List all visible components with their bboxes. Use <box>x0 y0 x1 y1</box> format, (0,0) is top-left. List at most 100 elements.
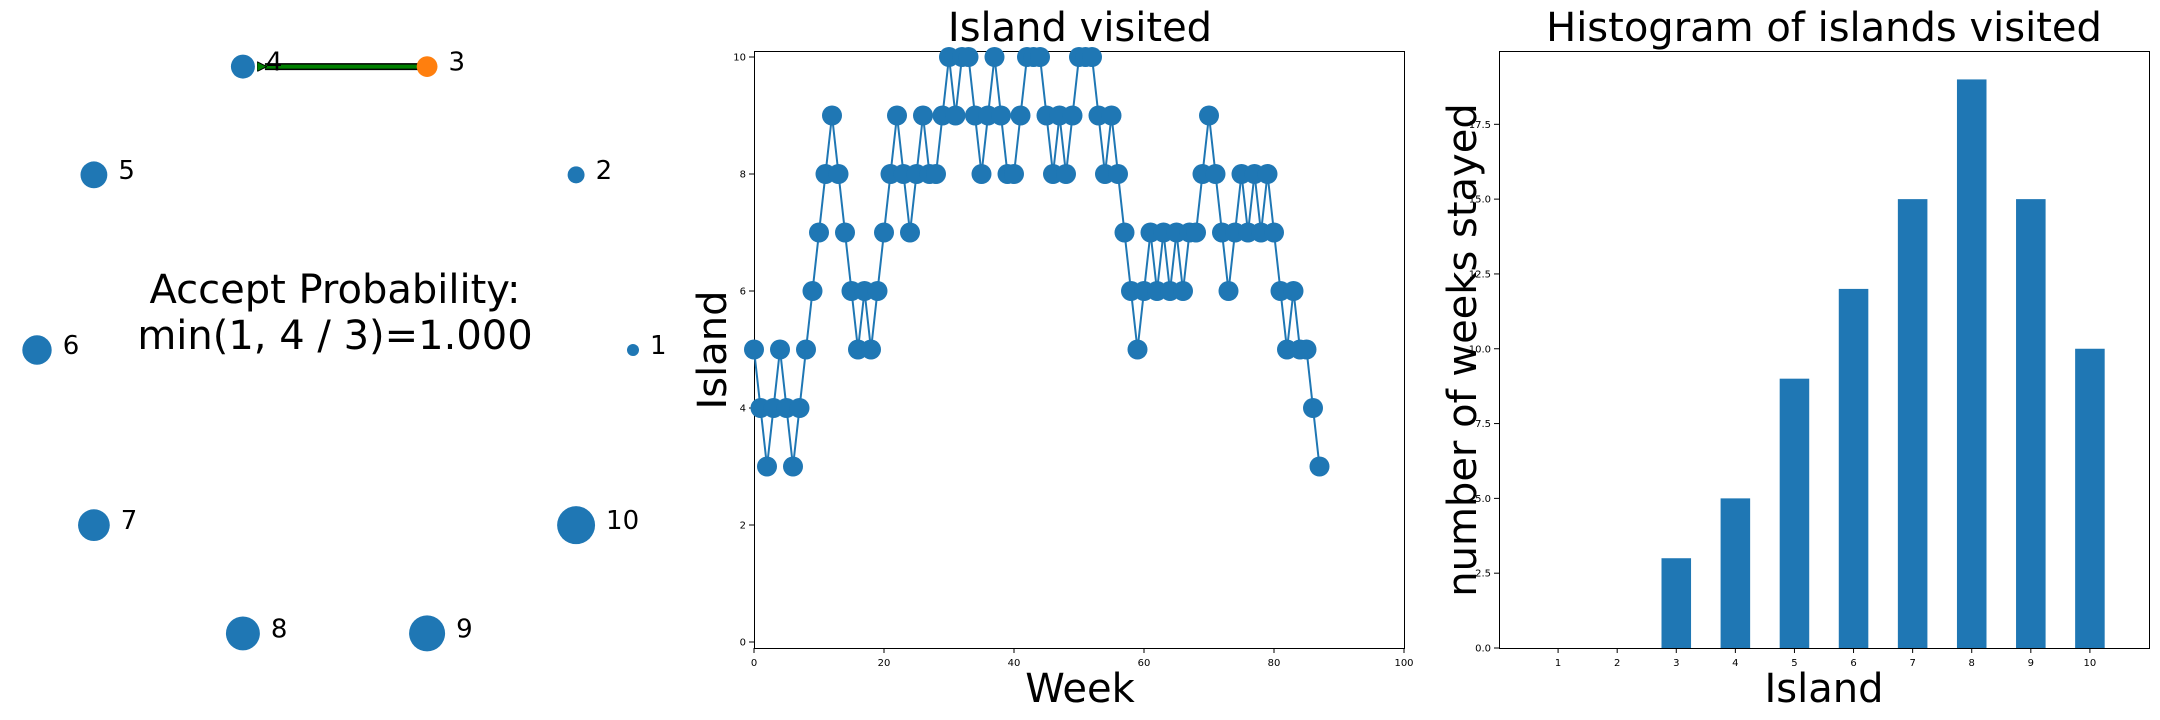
line-y-tick-label: 2 <box>740 521 746 532</box>
histogram-x-tick-label: 4 <box>1732 658 1738 669</box>
island-node-label-10: 10 <box>606 506 639 536</box>
line-point-week-18 <box>861 339 881 360</box>
line-y-tick-label: 10 <box>733 53 746 64</box>
line-point-week-22 <box>887 105 907 126</box>
line-point-week-59 <box>1127 339 1148 360</box>
island-node-label-4: 4 <box>266 48 283 78</box>
island-node-label-3: 3 <box>448 48 465 78</box>
island-node-2 <box>567 166 585 184</box>
island-node-10 <box>557 506 596 545</box>
histogram-bars <box>1661 79 2105 649</box>
histogram-x-tick-label: 3 <box>1673 658 1679 669</box>
line-point-week-86 <box>1303 398 1323 418</box>
island-node-label-9: 9 <box>456 614 473 644</box>
line-point-week-7 <box>789 398 810 418</box>
histogram-y-tick-label: 12.5 <box>1469 269 1491 280</box>
line-point-week-20 <box>874 222 894 243</box>
line-point-week-56 <box>1108 164 1128 184</box>
line-point-week-41 <box>1010 105 1031 126</box>
island-node-1 <box>627 344 639 356</box>
island-network-panel: 1 2 3 4 5 6 7 8 9 10 Accept Probability: min(1, 4… <box>22 48 667 652</box>
line-point-week-79 <box>1257 164 1278 184</box>
histogram-y-ticks: 0.0 2.5 5.0 7.5 10.0 12.5 15.0 17.5 <box>1469 120 1499 655</box>
line-point-week-4 <box>770 339 790 360</box>
line-x-tick-label: 40 <box>1008 658 1021 669</box>
histogram-x-tick-label: 1 <box>1555 658 1561 669</box>
line-point-week-26 <box>913 105 933 126</box>
line-point-week-13 <box>828 164 849 184</box>
histogram-y-tick-label: 7.5 <box>1475 419 1491 430</box>
island-node-label-6: 6 <box>63 331 80 361</box>
histogram-x-tick-label: 6 <box>1850 658 1856 669</box>
line-point-week-0 <box>744 339 764 360</box>
line-point-week-33 <box>958 47 979 67</box>
island-node-label-5: 5 <box>118 156 135 186</box>
histogram-y-tick-label: 2.5 <box>1475 569 1491 580</box>
histogram-bar-island-4 <box>1720 498 1751 648</box>
histogram-chart: Histogram of islands visited 1 2 3 4 5 6 7 8 9 10… <box>1440 5 2150 712</box>
line-point-week-68 <box>1186 222 1206 243</box>
histogram-y-tick-label: 0.0 <box>1475 644 1491 655</box>
island-node-9 <box>409 615 446 652</box>
line-point-week-71 <box>1205 164 1226 184</box>
line-point-week-12 <box>822 105 842 126</box>
histogram-axes-frame <box>1499 51 2150 649</box>
line-x-tick-label: 20 <box>878 658 891 669</box>
line-point-week-85 <box>1296 339 1317 360</box>
histogram-y-axis-label: number of weeks stayed <box>1440 103 1486 596</box>
accept-probability-label-line1: Accept Probability: <box>149 267 520 313</box>
line-point-week-19 <box>867 281 888 301</box>
line-point-week-52 <box>1082 47 1102 67</box>
histogram-x-tick-label: 10 <box>2084 658 2097 669</box>
line-point-week-14 <box>835 222 855 243</box>
line-point-week-55 <box>1101 105 1122 126</box>
line-x-tick-label: 0 <box>751 658 757 669</box>
histogram-bar-island-7 <box>1897 199 1928 649</box>
line-y-tick-label: 0 <box>740 638 746 649</box>
island-node-8 <box>225 616 260 651</box>
line-point-week-31 <box>945 105 966 126</box>
line-point-week-40 <box>1004 164 1024 184</box>
island-node-7 <box>78 509 110 542</box>
line-y-tick-label: 6 <box>740 287 746 298</box>
histogram-x-tick-label: 2 <box>1614 658 1620 669</box>
line-y-tick-label: 4 <box>740 404 746 415</box>
line-chart-x-ticks: 0 20 40 60 80 100 <box>751 648 1414 669</box>
line-point-week-73 <box>1218 281 1239 301</box>
line-point-week-48 <box>1056 164 1076 184</box>
histogram-x-tick-label: 8 <box>1969 658 1975 669</box>
histogram-bar-island-8 <box>1956 79 1987 648</box>
island-node-4 <box>230 54 255 79</box>
island-node-labels: 1 2 3 4 5 6 7 8 9 10 <box>63 48 667 645</box>
line-point-week-38 <box>991 105 1011 126</box>
histogram-y-tick-label: 10.0 <box>1469 344 1491 355</box>
histogram-bar-island-10 <box>2075 348 2105 648</box>
line-point-week-2 <box>757 456 777 477</box>
histogram-title: Histogram of islands visited <box>1546 5 2102 51</box>
histogram-bar-island-3 <box>1661 558 1692 648</box>
island-visited-chart: Island visited 0 20 40 60 80 100 0 2 4 6 8 10 Week… <box>690 5 1414 712</box>
line-point-week-66 <box>1173 281 1193 301</box>
island-node-6 <box>22 335 52 365</box>
island-node-label-2: 2 <box>596 156 613 186</box>
histogram-y-tick-label: 5.0 <box>1475 494 1491 505</box>
island-node-5 <box>80 161 108 189</box>
island-node-label-8: 8 <box>271 614 288 644</box>
line-point-week-57 <box>1114 222 1135 243</box>
island-node-label-7: 7 <box>121 506 138 536</box>
line-chart-x-axis-label: Week <box>1025 666 1135 712</box>
line-point-week-8 <box>796 339 816 360</box>
line-point-week-70 <box>1199 105 1219 126</box>
histogram-bar-island-9 <box>2016 199 2046 649</box>
line-x-tick-label: 60 <box>1138 658 1151 669</box>
line-point-week-83 <box>1283 281 1304 301</box>
line-point-week-24 <box>900 222 920 243</box>
line-chart-series <box>744 47 1330 477</box>
accept-probability-label-line2: min(1, 4 / 3)=1.000 <box>137 313 532 359</box>
line-point-week-87 <box>1309 456 1330 477</box>
line-chart-title: Island visited <box>948 5 1212 51</box>
line-point-week-9 <box>802 281 823 301</box>
line-point-week-35 <box>971 164 992 184</box>
line-point-week-10 <box>809 222 829 243</box>
